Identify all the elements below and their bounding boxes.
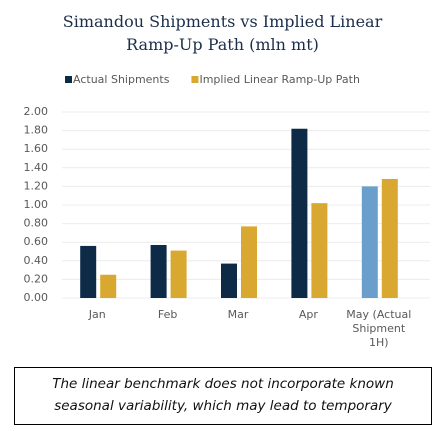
legend-swatch bbox=[191, 76, 199, 83]
bar bbox=[291, 128, 308, 298]
y-tick-label: 1.60 bbox=[24, 142, 49, 155]
bar bbox=[311, 203, 328, 298]
x-tick-label: Mar bbox=[227, 308, 249, 321]
x-tick-label: May (Actual Shipment 1H) bbox=[346, 308, 412, 349]
x-tick-label: Jan bbox=[88, 308, 106, 321]
bar bbox=[80, 245, 97, 298]
y-tick-label: 1.00 bbox=[24, 198, 49, 211]
legend-label: Implied Linear Ramp-Up Path bbox=[199, 73, 360, 86]
y-tick-label: 0.00 bbox=[24, 291, 49, 304]
x-tick-label: Feb bbox=[157, 308, 178, 321]
y-tick-label: 0.20 bbox=[24, 272, 49, 285]
bar bbox=[100, 274, 117, 298]
bar bbox=[170, 250, 187, 298]
legend-swatch bbox=[65, 76, 72, 83]
y-tick-label: 1.40 bbox=[24, 161, 49, 174]
legend-label: Actual Shipments bbox=[73, 73, 170, 86]
bar bbox=[150, 244, 167, 298]
y-tick-label: 2.00 bbox=[24, 105, 49, 118]
bar bbox=[381, 178, 398, 298]
chart: 0.00 0.20 0.40 0.60 0.80 1.00 1.20 1.40 1.60 1.80… bbox=[24, 73, 430, 304]
bar bbox=[221, 263, 237, 298]
caption-box: The linear benchmark does not incorporat… bbox=[14, 367, 432, 425]
bar bbox=[361, 186, 378, 298]
y-tick-label: 0.60 bbox=[24, 235, 49, 248]
caption: The linear benchmark does not incorporat… bbox=[52, 376, 394, 414]
x-tick-label: Apr bbox=[298, 308, 318, 321]
y-tick-label: 1.80 bbox=[24, 124, 49, 137]
y-tick-label: 0.40 bbox=[24, 254, 49, 267]
chart-title: Simandou Shipments vs Implied Linear Ram… bbox=[62, 12, 383, 54]
bar bbox=[241, 226, 257, 298]
y-tick-label: 0.80 bbox=[24, 217, 49, 230]
y-tick-label: 1.20 bbox=[24, 179, 49, 192]
